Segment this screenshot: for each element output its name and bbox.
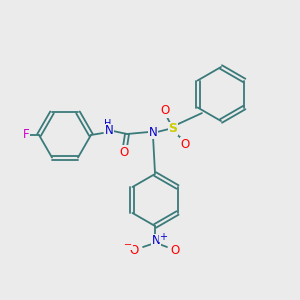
- Text: O: O: [170, 244, 180, 256]
- Text: +: +: [159, 232, 167, 242]
- Text: S: S: [169, 122, 178, 136]
- Text: F: F: [23, 128, 29, 142]
- Text: O: O: [180, 137, 190, 151]
- Text: H: H: [104, 119, 112, 129]
- Text: N: N: [148, 125, 158, 139]
- Text: N: N: [152, 235, 160, 248]
- Text: O: O: [129, 244, 139, 256]
- Text: O: O: [119, 146, 129, 158]
- Text: O: O: [160, 104, 169, 118]
- Text: N: N: [105, 124, 113, 137]
- Text: −: −: [124, 240, 132, 250]
